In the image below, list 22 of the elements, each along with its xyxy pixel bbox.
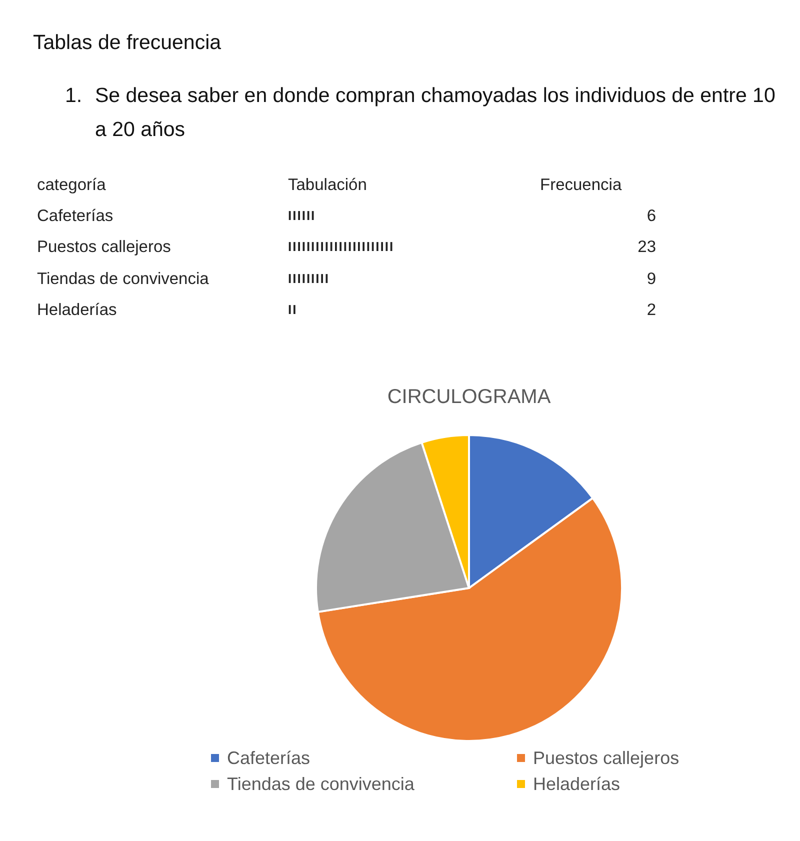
text: Frecuencia — [540, 175, 622, 195]
text: categoría — [37, 175, 106, 195]
text: IIIIIIIII — [288, 270, 330, 288]
text: IIIIII — [288, 207, 316, 226]
data-label: 23 — [638, 237, 656, 258]
legend-label: Heladerías — [533, 774, 620, 794]
legend-label: Cafeterías — [227, 748, 310, 768]
category-label: Puestos callejeros — [37, 237, 171, 258]
legend-label: Tiendas de convivencia — [227, 774, 414, 794]
category-label: Tiendas de convivencia — [37, 268, 209, 289]
legend-label: Puestos callejeros — [533, 748, 680, 768]
text: II — [288, 300, 298, 319]
data-label: 2 — [646, 300, 656, 320]
data-label: 6 — [646, 206, 656, 226]
data-label: 9 — [646, 268, 656, 289]
text: Tabulación — [288, 175, 367, 195]
category-label: Heladerías — [37, 300, 117, 320]
text: IIIIIIIIIIIIIIIIIIIIIII — [288, 238, 394, 256]
text: Tablas de frecuencia — [33, 31, 222, 55]
category-label: Cafeterías — [37, 206, 114, 226]
chart-title: CIRCULOGRAMA — [386, 386, 552, 409]
text: 1. Se desea saber en donde compran chamoyadas los individuos de entre 10 a 20 años — [65, 83, 776, 143]
